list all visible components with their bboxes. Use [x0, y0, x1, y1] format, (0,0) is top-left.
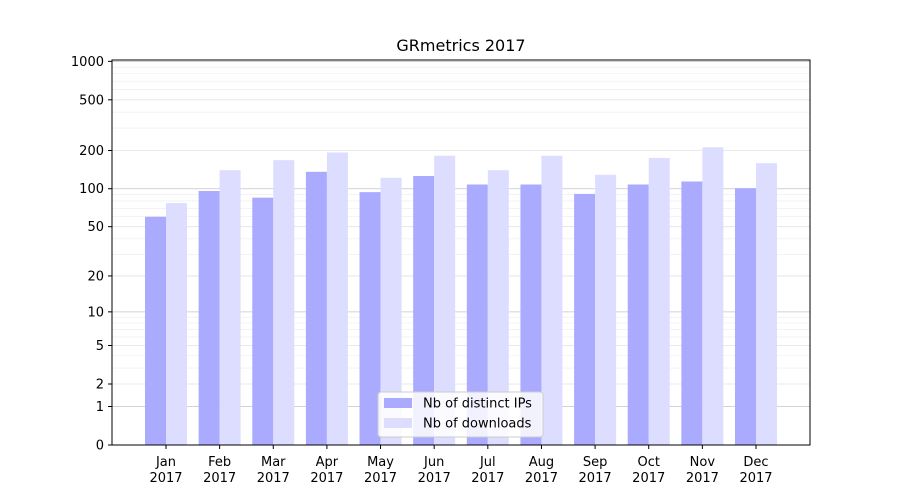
y-axis: 0 1 2 5 10 20 50 100 200 500 1000 [71, 55, 112, 454]
bar-distinct-ips-1 [198, 190, 220, 445]
x-tick-label: Jun 2017 [418, 455, 451, 486]
x-tick-label: Mar 2017 [257, 455, 290, 486]
bar-distinct-ips-10 [681, 181, 703, 445]
x-tick-label: Jan 2017 [149, 455, 182, 486]
x-axis: Jan 2017 Feb 2017 Mar 2017 Apr 2017 May 2017 Jun 20… [149, 445, 773, 486]
bar-distinct-ips-7 [520, 184, 542, 445]
bar-downloads-1 [219, 170, 241, 445]
bar-downloads-10 [702, 147, 724, 445]
plot-area [111, 59, 811, 446]
bar-distinct-ips-0 [145, 216, 166, 445]
x-tick-label: Feb 2017 [203, 455, 236, 486]
x-tick-label: Dec 2017 [739, 455, 772, 486]
x-tick-label: May 2017 [364, 455, 397, 486]
y-tick-label: 20 [87, 269, 104, 284]
bar-distinct-ips-9 [627, 184, 649, 445]
legend: Nb of distinct IPs Nb of downloads [377, 391, 544, 438]
bar-distinct-ips-6 [466, 184, 488, 445]
bar-downloads-3 [326, 152, 348, 445]
bars [145, 147, 777, 446]
bar-downloads-5 [434, 155, 456, 445]
bar-downloads-9 [648, 157, 670, 445]
bar-downloads-11 [756, 163, 777, 445]
x-tick-label: Aug 2017 [525, 455, 558, 486]
chart-title: GRmetrics 2017 [396, 36, 525, 55]
y-tick-label: 0 [96, 439, 104, 454]
bar-downloads-2 [273, 160, 295, 445]
bar-distinct-ips-2 [252, 197, 274, 445]
y-tick-label: 2 [96, 377, 104, 392]
y-tick-label: 1000 [71, 55, 104, 70]
x-tick-label: Jul 2017 [471, 455, 504, 486]
y-tick-label: 5 [96, 339, 104, 354]
y-tick-label: 100 [79, 182, 104, 197]
bar-downloads-4 [380, 177, 402, 446]
bar-downloads-0 [166, 203, 187, 445]
bar-downloads-8 [595, 174, 617, 446]
bar-distinct-ips-4 [359, 192, 381, 445]
bar-distinct-ips-5 [413, 176, 435, 446]
bar-downloads-7 [541, 155, 563, 445]
legend-swatch [384, 418, 412, 428]
legend-label: Nb of downloads [423, 417, 532, 432]
legend-label: Nb of distinct IPs [423, 397, 532, 412]
y-tick-label: 200 [79, 144, 104, 159]
y-tick-label: 50 [87, 220, 104, 235]
y-tick-label: 500 [79, 93, 104, 108]
bar-distinct-ips-8 [574, 193, 596, 445]
bar-distinct-ips-3 [305, 171, 327, 445]
y-tick-label: 1 [96, 400, 104, 415]
x-tick-label: Sep 2017 [579, 455, 612, 486]
bar-distinct-ips-11 [735, 188, 756, 446]
bar-downloads-6 [487, 170, 509, 445]
x-tick-label: Apr 2017 [310, 455, 343, 486]
legend-swatch [384, 398, 412, 408]
x-tick-label: Oct 2017 [632, 455, 665, 486]
x-tick-label: Nov 2017 [686, 455, 719, 486]
y-tick-label: 10 [87, 305, 104, 320]
legend-box [377, 391, 544, 438]
